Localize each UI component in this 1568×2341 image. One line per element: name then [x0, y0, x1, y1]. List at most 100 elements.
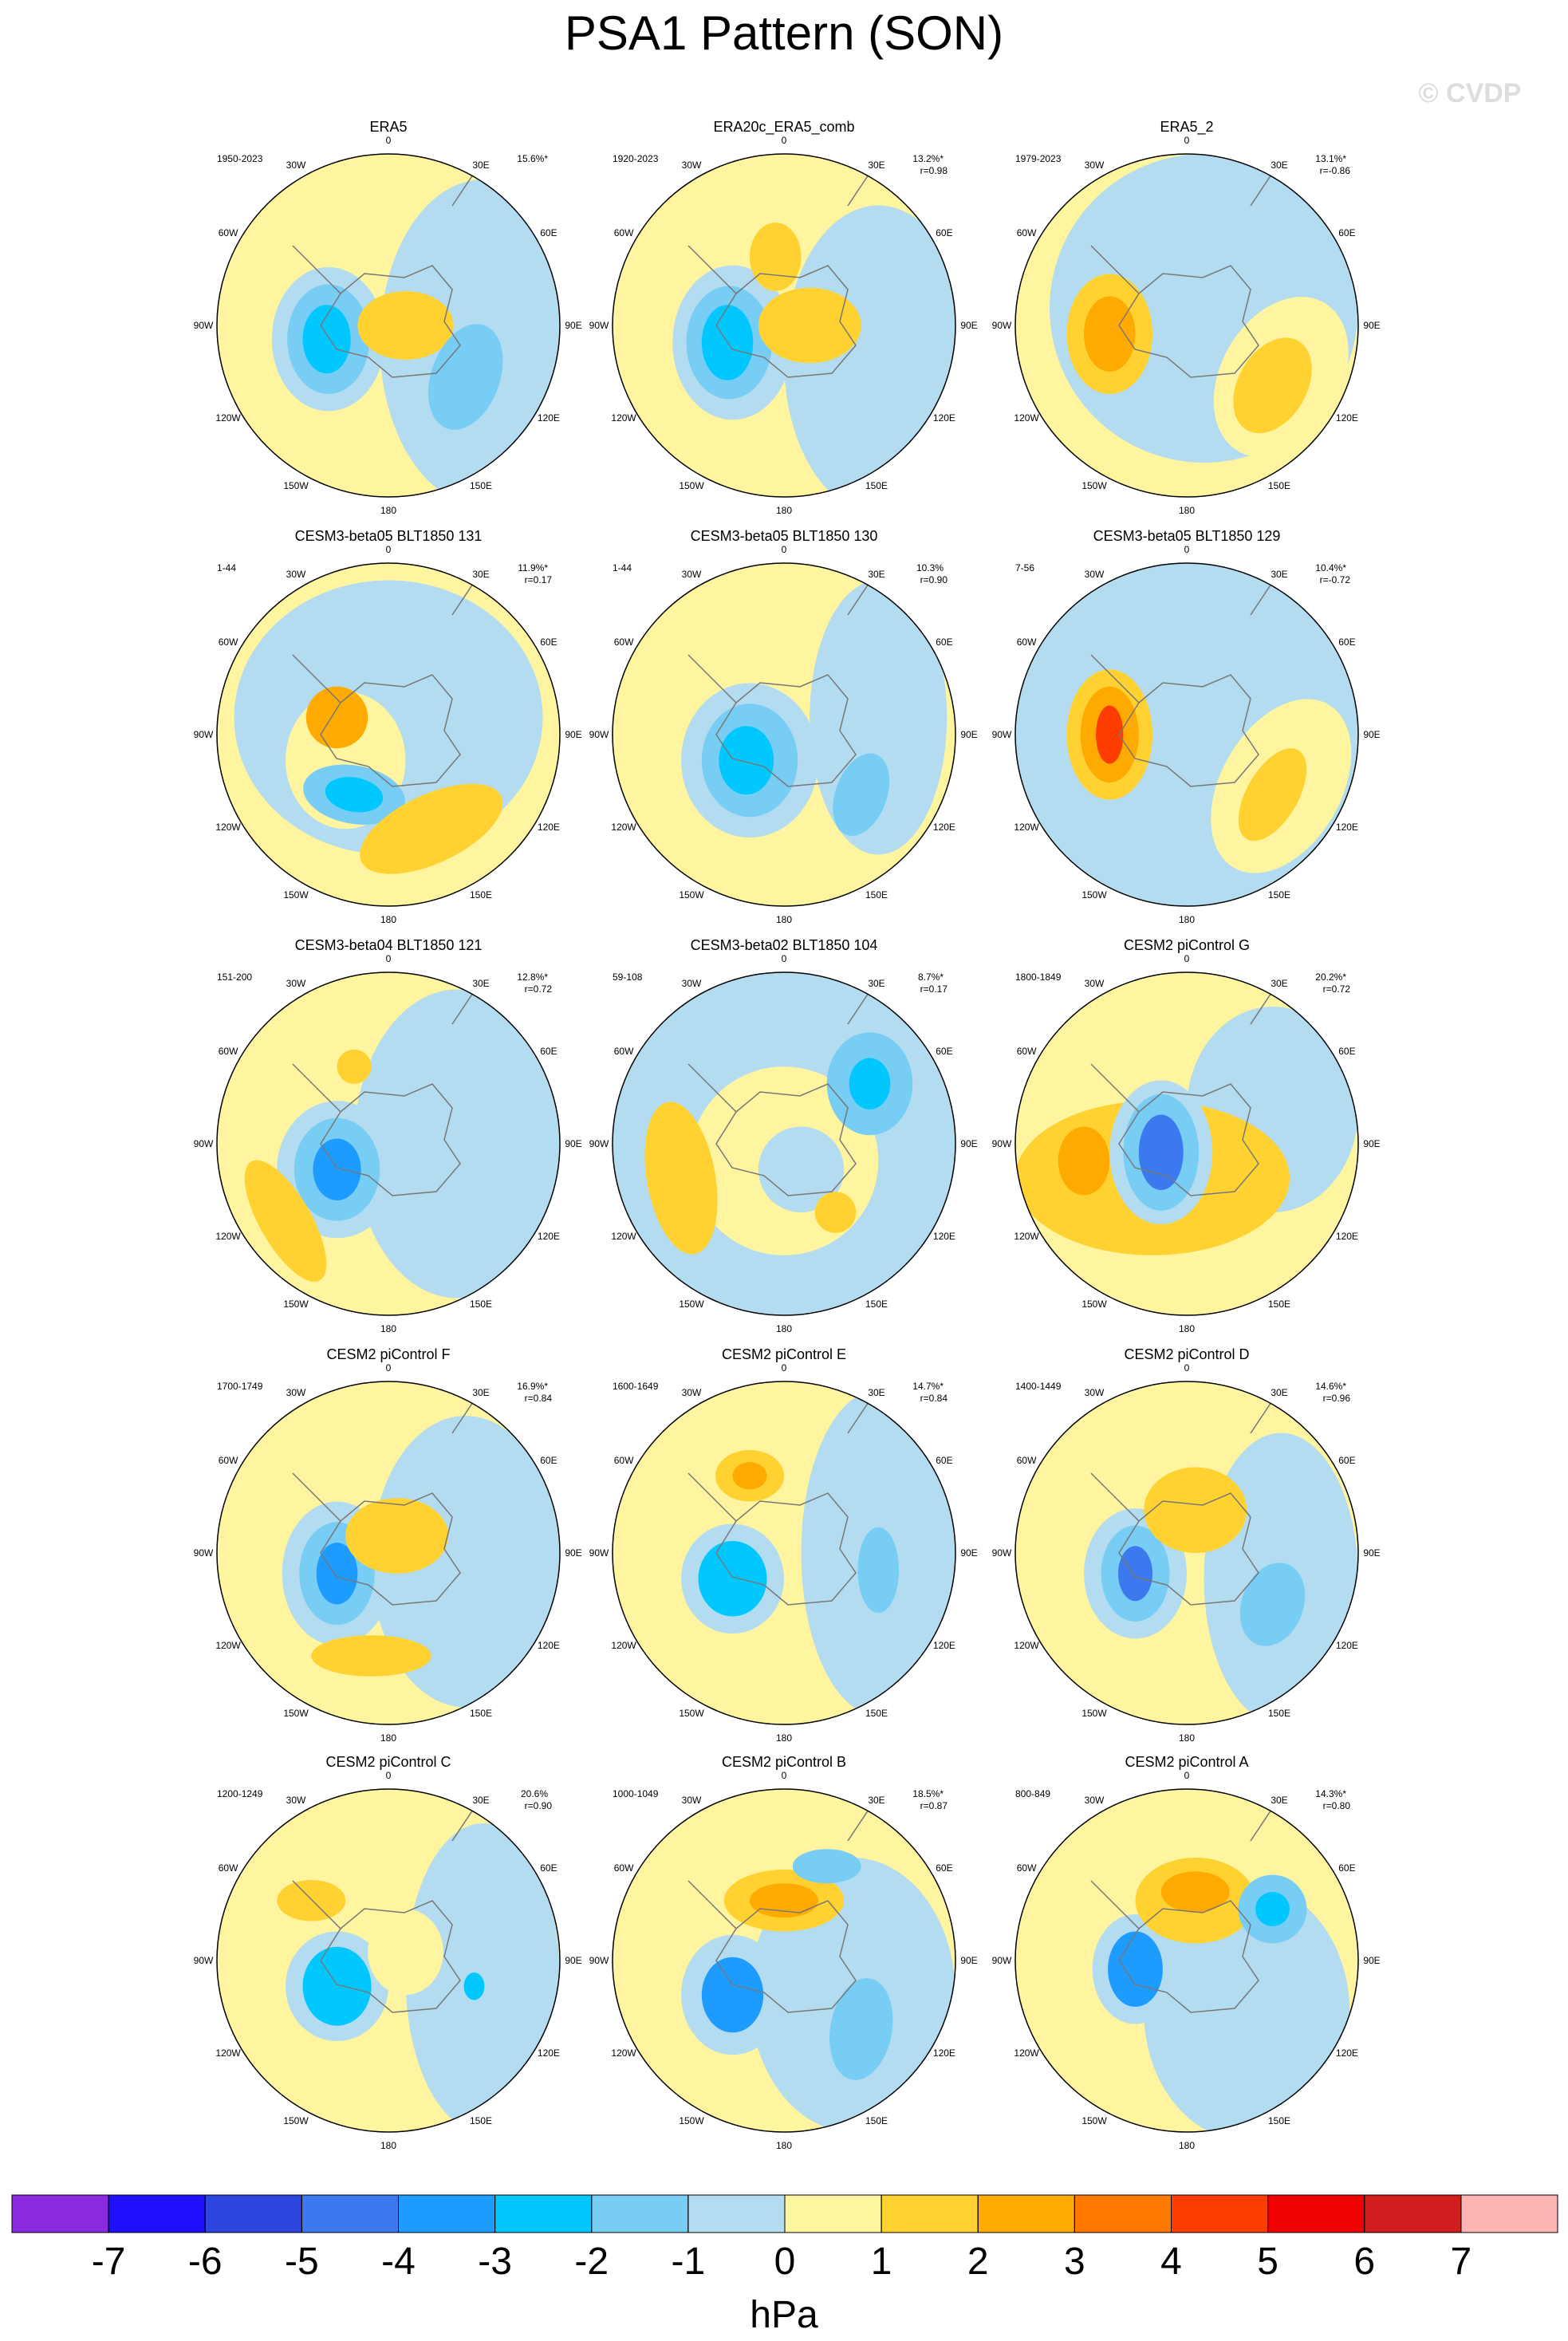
longitude-label: 150E — [1268, 2115, 1290, 2126]
map-border — [612, 971, 956, 1316]
panel-title: CESM2 piControl F — [326, 1346, 450, 1362]
longitude-label: 60W — [1017, 1455, 1037, 1466]
anomaly — [814, 1192, 857, 1233]
longitude-label: 60E — [540, 1046, 557, 1057]
anomaly — [311, 1635, 431, 1677]
map-panel: CESM3-beta05 BLT1850 130 1-44 10.3%r=0.90 0… — [589, 528, 978, 925]
anomaly — [463, 1973, 485, 2000]
longitude-label: 30W — [682, 1387, 702, 1398]
longitude-label: 60W — [614, 1862, 634, 1874]
anomaly — [1238, 748, 1307, 841]
anomaly — [302, 305, 351, 374]
period: 1-44 — [613, 562, 632, 573]
colorbar-box — [1267, 2194, 1365, 2233]
anomaly — [360, 783, 503, 874]
map-border — [216, 1381, 561, 1725]
map-panel: CESM3-beta04 BLT1850 121 151-200 12.8%*r=0… — [194, 937, 582, 1334]
longitude-label: 120E — [538, 412, 560, 424]
colorbar-label: -7 — [92, 2241, 126, 2283]
longitude-label: 90E — [565, 1138, 581, 1149]
longitude-label: 120W — [1014, 2047, 1039, 2059]
map-panel: CESM2 piControl D 1400-1449 14.6%*r=0.96 0 3… — [992, 1346, 1381, 1744]
variance: 13.2%* — [912, 153, 944, 164]
map-panel: CESM2 piControl F 1700-1749 16.9%*r=0.84 0 3… — [194, 1346, 582, 1744]
longitude-label: 180 — [1179, 1323, 1195, 1334]
colorbar-label: 6 — [1353, 2241, 1375, 2283]
longitude-label: 90E — [565, 729, 581, 740]
anomaly — [1058, 1126, 1110, 1196]
longitude-label: 150W — [1081, 480, 1107, 491]
anomaly — [1160, 1871, 1230, 1913]
longitude-label: 90W — [194, 1547, 214, 1559]
map-border — [612, 153, 956, 498]
variance: 14.3%* — [1315, 1788, 1346, 1799]
colorbar-label: -5 — [285, 2241, 319, 2283]
colorbar-box — [494, 2194, 593, 2233]
longitude-label: 90W — [992, 1955, 1012, 1966]
anomaly — [1144, 1883, 1350, 2132]
longitude-label: 30E — [472, 160, 489, 171]
map-panel: CESM2 piControl G 1800-1849 20.2%*r=0.72 0 3… — [992, 937, 1381, 1334]
longitude-label: 60W — [1017, 1046, 1037, 1057]
longitude-label: 60E — [936, 227, 952, 238]
longitude-label: 30W — [682, 978, 702, 989]
map-panel: CESM2 piControl A 800-849 14.3%*r=0.80 0 30E… — [992, 1754, 1381, 2151]
map-border — [216, 153, 561, 498]
longitude-label: 30W — [286, 569, 306, 580]
longitude-label: 90W — [194, 1138, 214, 1149]
colorbar-label: 2 — [967, 2241, 989, 2283]
longitude-label: 120E — [538, 822, 560, 833]
longitude-label: 90E — [960, 729, 977, 740]
anomaly — [833, 753, 890, 836]
map-panel: CESM2 piControl E 1600-1649 14.7%*r=0.84 0 3… — [589, 1346, 978, 1744]
variance: 20.6% — [521, 1788, 548, 1799]
longitude-label: 90E — [1363, 1955, 1380, 1966]
anomaly — [750, 223, 802, 291]
anomaly — [337, 1049, 372, 1084]
longitude-label: 30E — [868, 978, 884, 989]
longitude-label: 90W — [589, 729, 609, 740]
colorbar-box — [687, 2194, 786, 2233]
longitude-label: 60E — [936, 1862, 952, 1874]
longitude-label: 150E — [865, 2115, 888, 2126]
longitude-label: 90W — [194, 729, 214, 740]
variance: 12.8%* — [517, 971, 548, 983]
period: 1200-1249 — [217, 1788, 263, 1799]
longitude-label: 180 — [1179, 914, 1195, 925]
longitude-label: 60W — [614, 636, 634, 648]
anomaly — [371, 1416, 560, 1708]
anomaly — [305, 686, 368, 749]
longitude-label: 0 — [782, 1362, 787, 1373]
variance: 14.7%* — [912, 1381, 944, 1392]
colorbar-label: 7 — [1451, 2241, 1472, 2283]
longitude-label: 60W — [219, 636, 238, 648]
colorbar-box — [1074, 2194, 1172, 2233]
colorbar-box — [1171, 2194, 1269, 2233]
map-field — [613, 1789, 955, 2132]
colorbar-box — [204, 2194, 302, 2233]
anomaly — [732, 1462, 767, 1490]
longitude-label: 150W — [1081, 889, 1107, 901]
map-panel: CESM3-beta05 BLT1850 131 1-44 11.9%*r=0.17… — [194, 528, 582, 925]
map-field — [1015, 154, 1358, 497]
correlation: r=0.17 — [920, 983, 948, 995]
longitude-label: 90E — [565, 1955, 581, 1966]
anomaly — [1239, 1563, 1306, 1646]
longitude-label: 30W — [286, 1795, 306, 1806]
anomaly — [849, 1058, 891, 1109]
period: 1700-1749 — [217, 1381, 263, 1392]
variance: 20.2%* — [1315, 971, 1346, 983]
longitude-label: 30E — [868, 1387, 884, 1398]
colorbar-box — [398, 2194, 496, 2233]
longitude-label: 30E — [472, 978, 489, 989]
map-field — [217, 1381, 560, 1724]
anomaly — [313, 1138, 361, 1200]
anomaly — [357, 291, 454, 360]
longitude-label: 150E — [470, 1299, 492, 1310]
map-border — [216, 562, 561, 907]
longitude-label: 180 — [380, 505, 396, 516]
variance: 16.9%* — [517, 1381, 548, 1392]
longitude-label: 120W — [611, 1231, 636, 1242]
longitude-label: 180 — [1179, 1732, 1195, 1744]
longitude-label: 90W — [589, 1955, 609, 1966]
